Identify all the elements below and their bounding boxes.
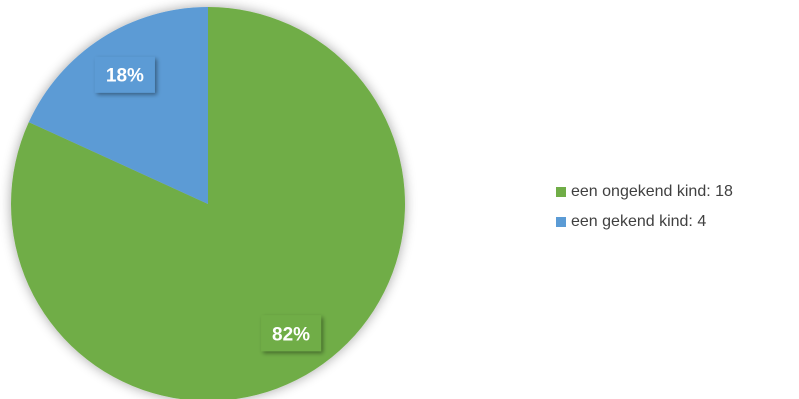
pie-slice-ongekend — [11, 7, 405, 399]
legend-label-ongekend: een ongekend kind: 18 — [571, 183, 733, 200]
legend-label-gekend: een gekend kind: 4 — [571, 213, 707, 230]
pie-data-labels: 82% 18% — [94, 56, 322, 352]
legend-item-ongekend: een ongekend kind: 18 — [556, 181, 733, 203]
pie-slices — [11, 7, 405, 399]
data-label-text-gekend: 18% — [106, 66, 144, 87]
legend: een ongekend kind: 18 een gekend kind: 4 — [556, 181, 733, 241]
data-label-text-ongekend: 82% — [272, 324, 310, 345]
data-label-gekend: 18% — [94, 56, 155, 93]
data-label-ongekend: 82% — [261, 315, 322, 352]
pie-slice-gekend — [28, 7, 209, 204]
legend-swatch-ongekend — [556, 187, 566, 197]
legend-swatch-gekend — [556, 217, 566, 227]
legend-item-gekend: een gekend kind: 4 — [556, 211, 733, 233]
data-label-box-gekend — [94, 56, 155, 93]
data-label-box-ongekend — [261, 315, 322, 352]
